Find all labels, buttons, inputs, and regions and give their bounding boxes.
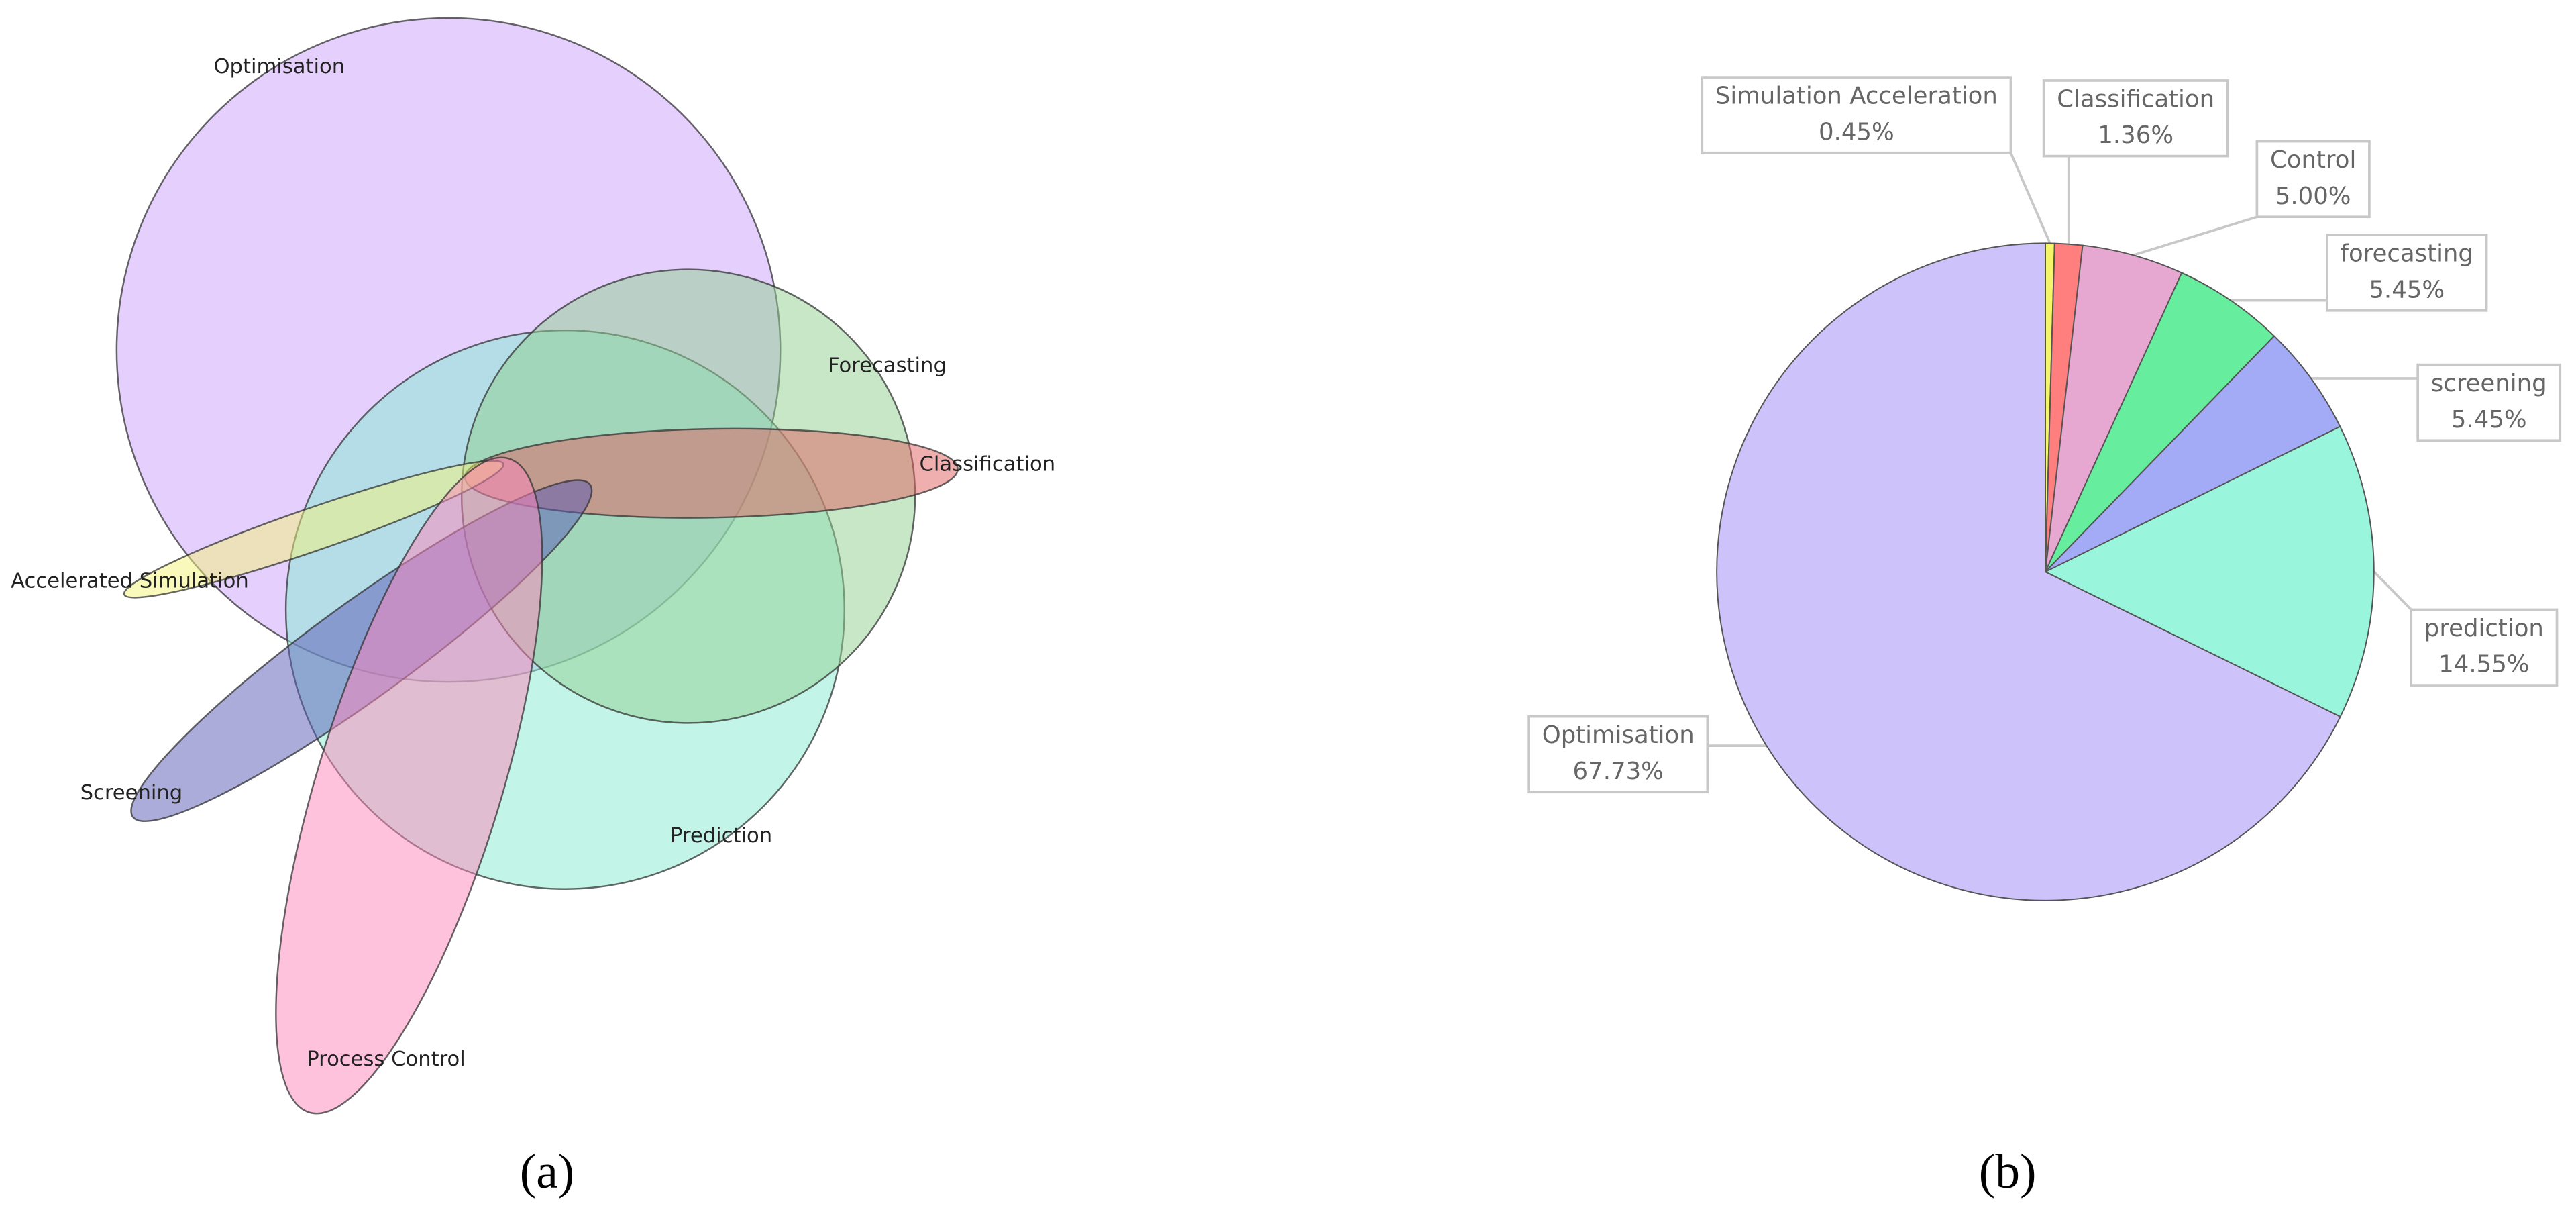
set-label: Screening [80,781,183,805]
pie-slice [2045,335,2341,573]
leader-line [2373,570,2412,611]
slice-label: Simulation Acceleration 0.45% [1701,76,2012,154]
pie-slice [2045,244,2183,572]
label-box [2255,140,2371,219]
label-box [2416,363,2562,442]
slice-label: Classification 1.36% [2042,79,2229,158]
category-label: Classification [2057,85,2214,113]
value-label: 5.45% [2369,276,2445,303]
category-label: prediction [2424,615,2544,642]
slice-label: Optimisation 67.73% [1527,715,1709,794]
set-label: Accelerated Simulation [11,569,249,593]
value-label: 14.55% [2438,651,2529,678]
category-label: screening [2431,370,2547,397]
caption-b: (b) [1979,1144,2037,1199]
slice-label: screening 5.45% [2416,363,2562,442]
label-box [1527,715,1709,794]
set-label: Classification [920,452,1056,476]
set-label: Process Control [307,1048,466,1071]
value-label: 67.73% [1573,758,1664,785]
value-label: 1.36% [2098,121,2174,149]
caption-a: (a) [520,1144,575,1199]
venn-diagram: Optimisation Prediction Forecasting Classif… [11,17,1056,1115]
slice-label: Control 5.00% [2255,140,2371,219]
set-label: Prediction [670,824,772,848]
value-label: 5.00% [2275,183,2351,210]
label-box [2326,234,2488,312]
category-label: forecasting [2341,240,2473,268]
set-label: Optimisation [213,55,345,79]
category-label: Control [2270,146,2356,174]
pie-slice [2045,272,2275,572]
value-label: 5.45% [2451,406,2527,434]
set-label: Forecasting [828,354,947,378]
leader-line [2133,215,2257,257]
pie-slice [1716,242,2341,901]
label-box [1701,76,2012,154]
slice-label: forecasting 5.45% [2326,234,2488,312]
leader-line [2009,152,2051,244]
set-region [275,456,543,1115]
pie-slice [2043,425,2375,718]
category-label: Simulation Acceleration [1715,82,1998,109]
label-box [2042,79,2229,158]
value-label: 0.45% [1819,118,1894,146]
category-label: Optimisation [1542,721,1695,749]
slice-label: prediction 14.55% [2410,608,2559,687]
label-box [2410,608,2559,687]
